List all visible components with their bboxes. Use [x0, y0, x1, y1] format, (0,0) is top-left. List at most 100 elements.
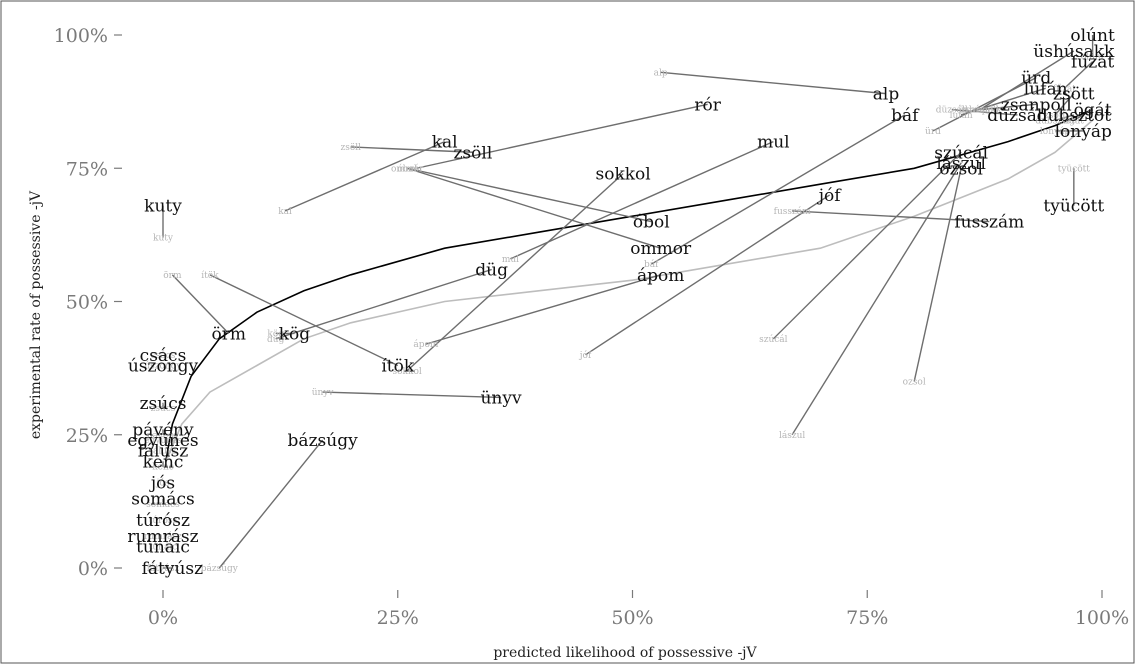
predicted-label: mul — [502, 255, 519, 265]
experimental-label: sokkol — [595, 165, 650, 185]
experimental-label: örm — [211, 324, 245, 344]
predicted-label: fusszám — [774, 206, 811, 217]
predicted-label: fűzát — [1053, 83, 1076, 94]
predicted-label: zsúcs — [151, 403, 176, 414]
experimental-label: túrósz — [136, 511, 190, 531]
experimental-label: kög — [279, 324, 311, 344]
fit-curves — [165, 108, 1094, 462]
predicted-label: ünyv — [312, 388, 335, 398]
connector-line — [913, 168, 962, 382]
experimental-label: fálusz — [138, 442, 189, 462]
connector-line — [171, 274, 230, 334]
experimental-label: dubsztot — [1037, 106, 1111, 126]
experimental-label: lászul — [936, 154, 986, 174]
experimental-label: zsanpoll — [1001, 95, 1072, 115]
predicted-label: ommor — [391, 164, 424, 174]
experimental-label: csács — [140, 346, 187, 366]
experimental-label: ögát — [1074, 101, 1112, 121]
predicted-labels: kutykalzsöllalprórbáfmulsokkolóbolommord… — [144, 51, 1105, 574]
experimental-label: együnés — [127, 431, 198, 451]
experimental-label: rumrász — [127, 527, 198, 547]
predicted-label: tyücött — [1058, 164, 1091, 174]
connector-line — [350, 146, 473, 153]
experimental-label: kal — [432, 133, 458, 153]
predicted-label: sokkol — [393, 367, 422, 377]
connector-line — [650, 114, 906, 265]
connector-line — [425, 274, 661, 345]
predicted-label: kenc — [152, 463, 174, 473]
experimental-label: üshúsakk — [1033, 42, 1115, 62]
predicted-label: ürd — [925, 127, 941, 137]
experimental-label: düzsáll — [987, 106, 1048, 126]
y-tick-label: 50% — [66, 292, 108, 314]
experimental-label: szúcál — [934, 143, 988, 163]
predicted-label: kuty — [153, 234, 174, 244]
experimental-label: fátyúsz — [142, 559, 204, 579]
connector-line — [951, 108, 1018, 116]
experimental-label: bázsúgy — [288, 431, 359, 451]
predicted-label: fálusz — [150, 446, 177, 457]
predicted-label: ögát — [1064, 115, 1085, 126]
connector-line — [960, 87, 1046, 116]
predicted-label: lászul — [779, 430, 805, 441]
predicted-label: kög — [267, 329, 284, 339]
experimental-label: túnáic — [136, 538, 190, 558]
predicted-label: együnés — [144, 435, 182, 446]
predicted-label: óbol — [397, 163, 417, 174]
experimental-label: ítök — [381, 356, 415, 376]
experimental-label: óbol — [633, 213, 670, 233]
predicted-label: lonyáp — [1040, 126, 1071, 137]
connector-line — [1054, 93, 1075, 116]
x-axis-title: predicted likelihood of possessive -jV — [493, 645, 757, 661]
connector-line — [218, 439, 324, 569]
connector-line — [1063, 61, 1094, 89]
predicted-label: düzsáll — [936, 105, 968, 116]
experimental-label: lufán — [1024, 79, 1068, 99]
experimental-labels: kutykalzsöllalprórbáfmulsokkolóbolommord… — [127, 26, 1115, 579]
connector-line — [792, 210, 990, 223]
predicted-label: szúcál — [759, 334, 788, 345]
fit-curve — [165, 108, 1093, 462]
experimental-label: úszongy — [128, 356, 199, 376]
y-axis-title: experimental rate of possessive -jV — [28, 190, 44, 439]
experimental-label: ünyv — [480, 388, 522, 408]
experimental-label: fűzát — [1071, 53, 1114, 73]
predicted-label: düg — [267, 335, 285, 345]
connector-lines — [162, 35, 1094, 569]
predicted-label: báf — [644, 259, 659, 270]
y-tick-label: 100% — [54, 25, 108, 47]
experimental-label: düg — [475, 261, 508, 281]
predicted-label: kal — [278, 207, 292, 217]
predicted-label: úszongy — [144, 360, 182, 371]
experimental-label: ápom — [637, 266, 684, 286]
predicted-label: pávény — [147, 430, 180, 441]
predicted-label: ápom — [413, 339, 439, 350]
connector-line — [275, 268, 492, 340]
x-tick-label: 75% — [846, 607, 888, 629]
connector-line — [416, 103, 708, 169]
experimental-label: mul — [757, 133, 790, 153]
connector-line — [772, 151, 962, 340]
predicted-label: zsanpoll — [961, 106, 999, 116]
predicted-label: olúnt — [1081, 51, 1105, 62]
predicted-label: üshúsakk — [958, 105, 1001, 116]
experimental-label: alp — [873, 85, 900, 105]
predicted-label: jóf — [579, 350, 592, 361]
x-tick-label: 100% — [1075, 607, 1129, 629]
experimental-label: ozsol — [939, 159, 983, 179]
predicted-label: fátyúsz — [147, 563, 180, 574]
x-axis: 0% 25% 50% 75% 100% — [148, 590, 1129, 629]
predicted-label: rumrász — [144, 531, 182, 542]
connector-line — [322, 391, 502, 399]
experimental-label: ommor — [630, 239, 692, 259]
experimental-label: olúnt — [1070, 26, 1115, 46]
connector-line — [979, 103, 1037, 111]
experimental-label: zsöll — [453, 143, 492, 163]
experimental-label: pávény — [132, 420, 194, 440]
predicted-label: zsöll — [341, 143, 362, 153]
experimental-label: fusszám — [954, 213, 1024, 233]
predicted-label: zsött — [1044, 111, 1066, 121]
predicted-label: lufán — [950, 110, 973, 121]
